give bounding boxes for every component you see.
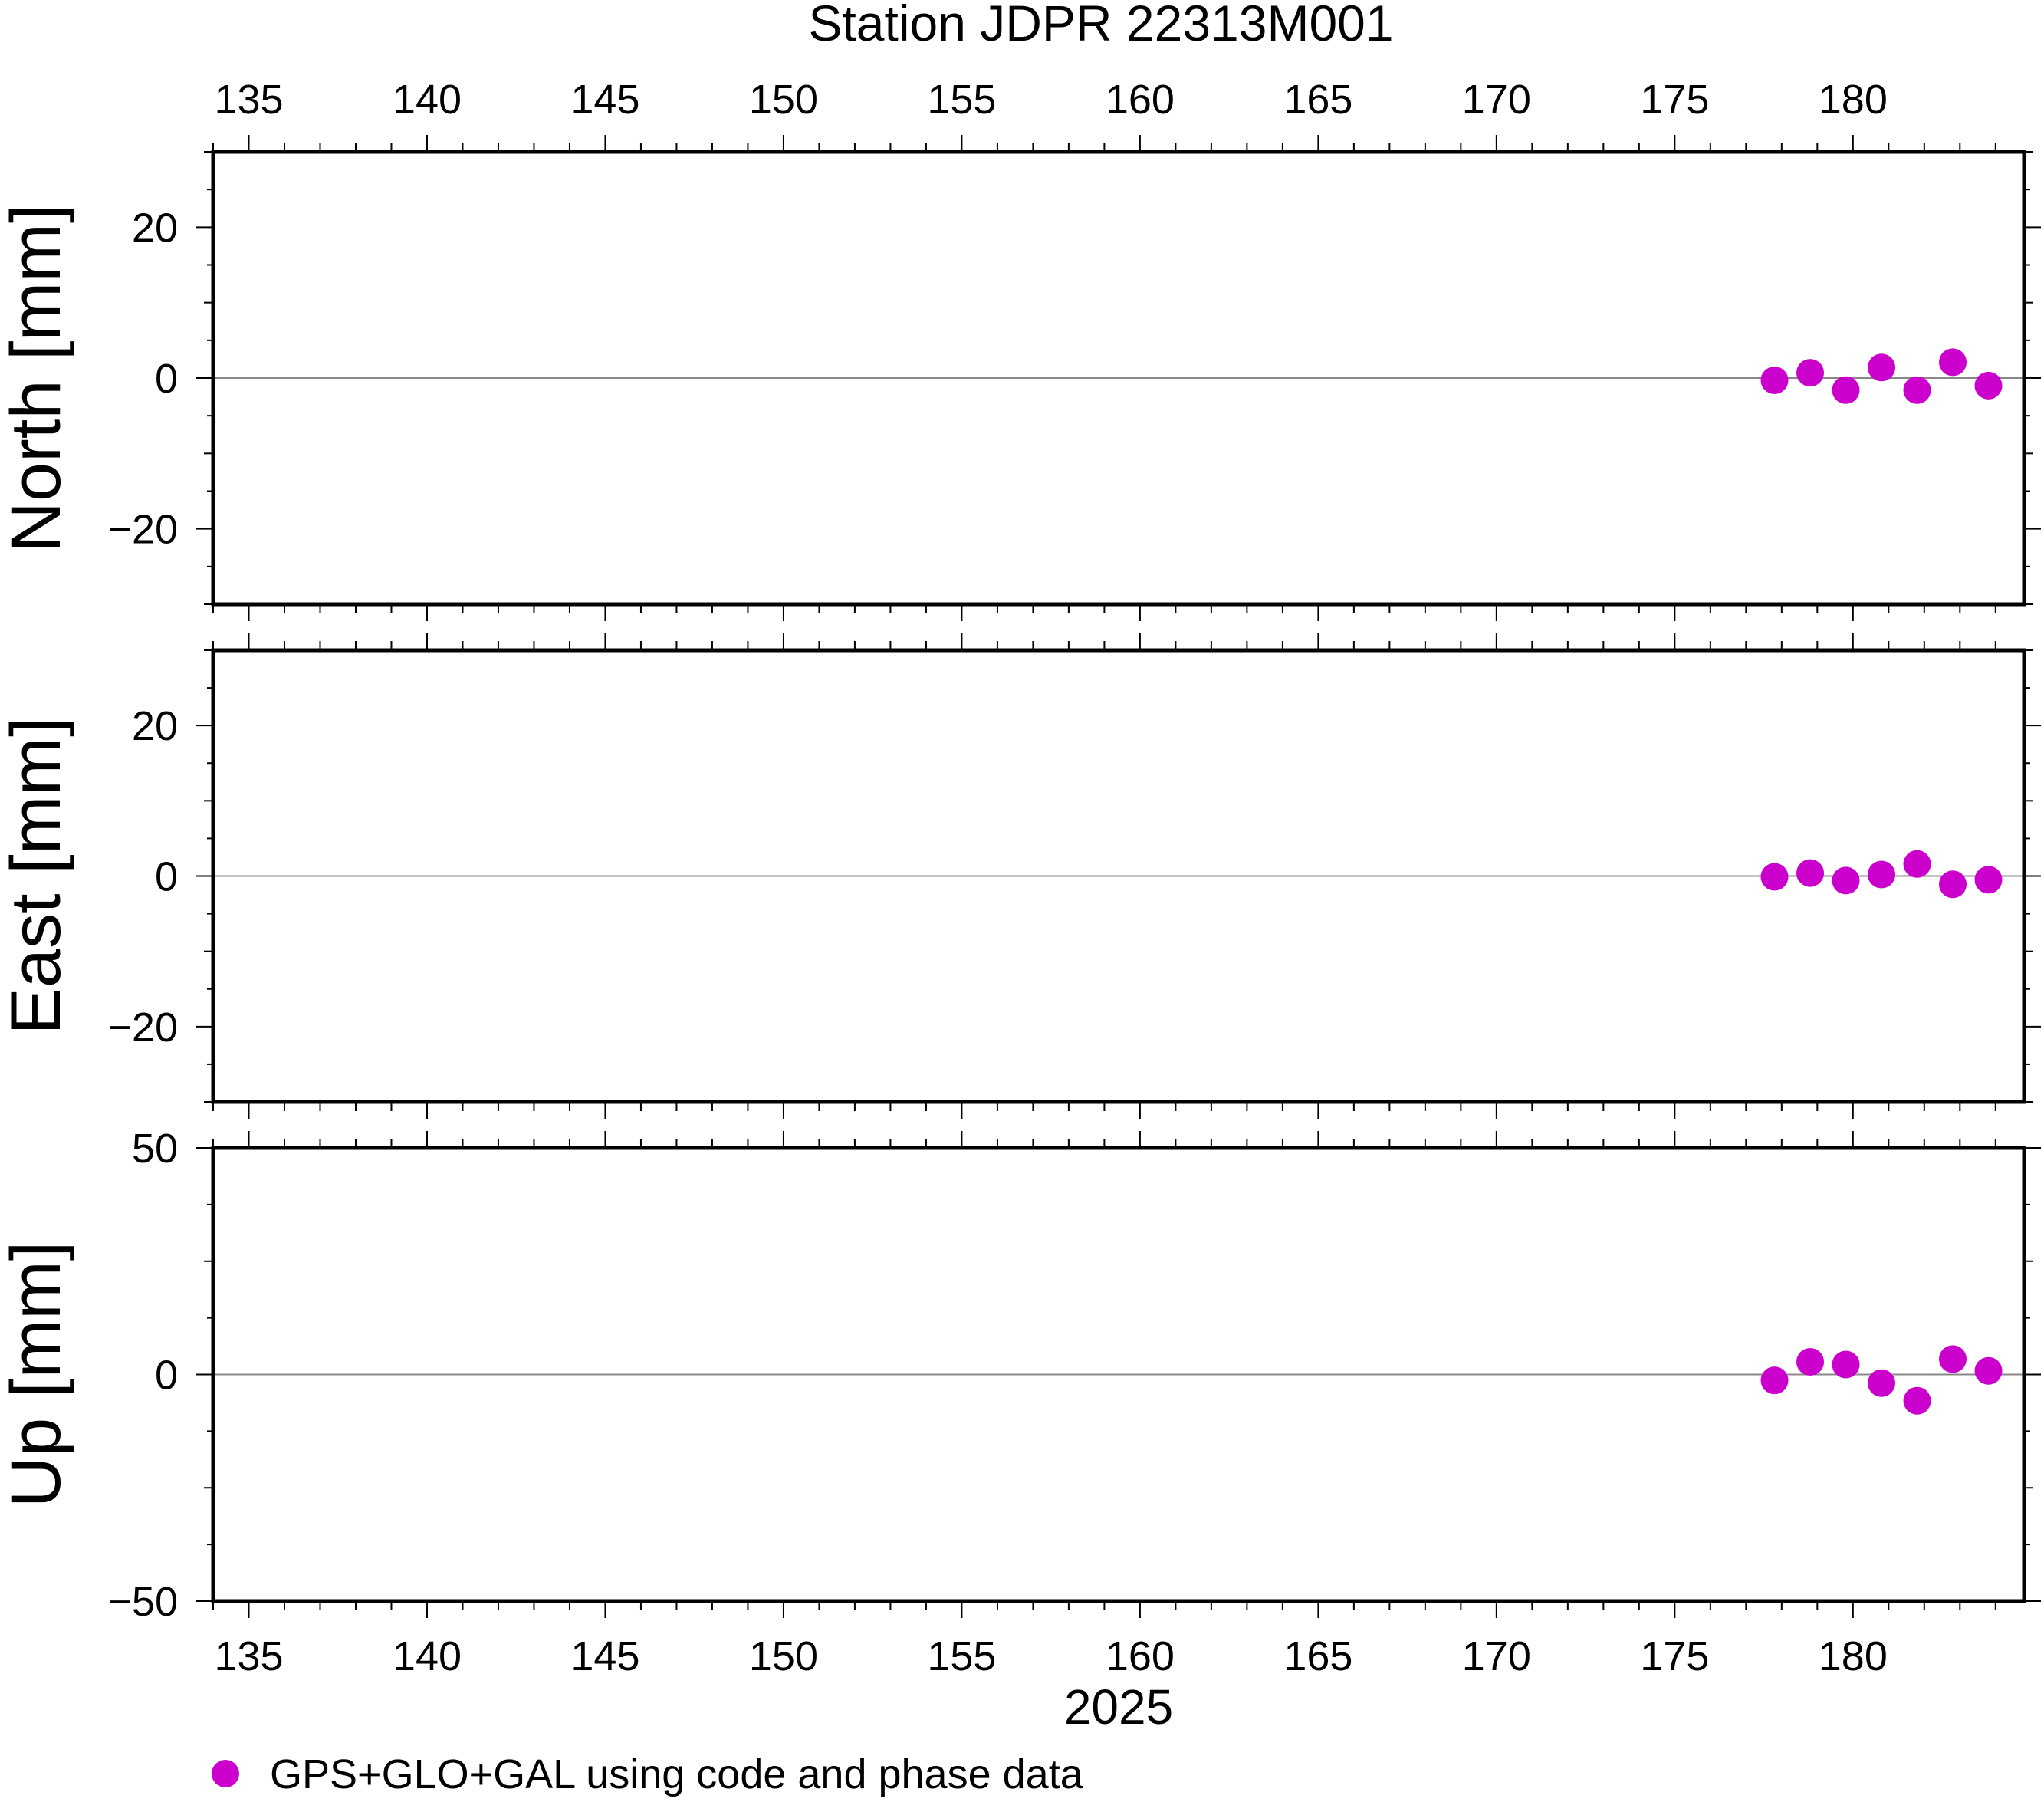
north-y-tick-label-2: 20 <box>132 205 178 251</box>
up-data-point <box>1903 1386 1931 1415</box>
east-data-point <box>1868 860 1896 889</box>
north-y-tick-label-0: −20 <box>107 507 178 553</box>
x-tick-label-bottom-160: 160 <box>1106 1633 1175 1679</box>
east-panel-frame <box>211 648 2026 1104</box>
north-y-axis-label: North [mm] <box>0 204 75 553</box>
up-data-point <box>1760 1366 1789 1395</box>
x-tick-label-top-155: 155 <box>927 77 996 123</box>
x-tick-label-bottom-175: 175 <box>1640 1633 1709 1679</box>
x-tick-label-top-135: 135 <box>214 77 283 123</box>
up-data-point <box>1974 1356 2003 1385</box>
x-tick-label-bottom-135: 135 <box>214 1633 283 1679</box>
x-tick-label-bottom-150: 150 <box>749 1633 818 1679</box>
north-data-point <box>1939 348 1967 377</box>
legend-marker <box>212 1760 239 1787</box>
east-data-point <box>1903 850 1931 878</box>
x-tick-label-top-175: 175 <box>1640 77 1709 123</box>
up-y-axis-label: Up [mm] <box>0 1241 75 1508</box>
x-tick-label-bottom-140: 140 <box>393 1633 462 1679</box>
x-tick-label-bottom-170: 170 <box>1462 1633 1531 1679</box>
x-tick-label-top-150: 150 <box>749 77 818 123</box>
x-tick-label-top-170: 170 <box>1462 77 1531 123</box>
east-data-point <box>1760 863 1789 891</box>
x-tick-label-top-145: 145 <box>570 77 639 123</box>
x-tick-label-bottom-155: 155 <box>927 1633 996 1679</box>
east-y-tick-label-1: 0 <box>155 854 178 900</box>
north-data-point <box>1832 376 1860 404</box>
x-tick-label-bottom-165: 165 <box>1283 1633 1352 1679</box>
north-data-point <box>1868 353 1896 382</box>
east-data-point <box>1939 870 1967 899</box>
x-tick-label-top-160: 160 <box>1106 77 1175 123</box>
up-data-point <box>1868 1369 1896 1397</box>
east-data-point <box>1796 859 1825 887</box>
north-data-point <box>1760 366 1789 394</box>
up-y-tick-label-2: 50 <box>132 1126 178 1172</box>
legend-label: GPS+GLO+GAL using code and phase data <box>270 1751 1084 1797</box>
x-tick-label-bottom-180: 180 <box>1819 1633 1888 1679</box>
x-tick-label-top-165: 165 <box>1283 77 1352 123</box>
east-y-tick-label-2: 20 <box>132 703 178 749</box>
chart-title: Station JDPR 22313M001 <box>808 0 1393 51</box>
up-data-point <box>1796 1347 1825 1376</box>
x-axis-label: 2025 <box>1064 1679 1173 1735</box>
east-data-point <box>1974 866 2003 894</box>
up-data-point <box>1939 1345 1967 1373</box>
north-data-point <box>1903 376 1931 404</box>
up-y-tick-label-1: 0 <box>155 1353 178 1399</box>
x-tick-label-bottom-145: 145 <box>570 1633 639 1679</box>
east-data-point <box>1832 866 1860 895</box>
up-panel-frame <box>211 1146 2026 1603</box>
x-tick-label-top-180: 180 <box>1819 77 1888 123</box>
north-y-tick-label-1: 0 <box>155 356 178 402</box>
east-y-tick-label-0: −20 <box>107 1005 178 1051</box>
north-data-point <box>1796 359 1825 387</box>
east-y-axis-label: East [mm] <box>0 717 75 1034</box>
up-data-point <box>1832 1350 1860 1379</box>
north-data-point <box>1974 371 2003 400</box>
x-tick-label-top-140: 140 <box>393 77 462 123</box>
north-panel-frame <box>211 150 2026 607</box>
up-y-tick-label-0: −50 <box>107 1579 178 1625</box>
